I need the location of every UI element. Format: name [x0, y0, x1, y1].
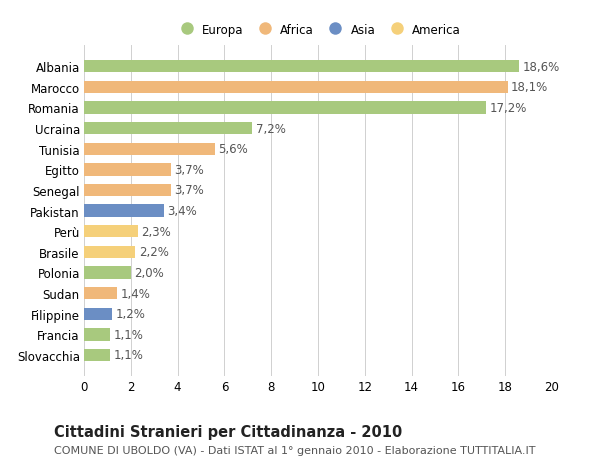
Text: 1,4%: 1,4% — [120, 287, 150, 300]
Text: 2,3%: 2,3% — [142, 225, 171, 238]
Bar — [84, 267, 131, 279]
Text: 2,2%: 2,2% — [139, 246, 169, 259]
Text: 7,2%: 7,2% — [256, 123, 286, 135]
Bar — [84, 246, 136, 258]
Bar — [84, 205, 164, 217]
Bar — [84, 308, 112, 320]
Bar — [84, 225, 138, 238]
Text: Cittadini Stranieri per Cittadinanza - 2010: Cittadini Stranieri per Cittadinanza - 2… — [54, 425, 402, 440]
Bar — [84, 102, 487, 114]
Bar — [84, 329, 110, 341]
Bar — [84, 82, 508, 94]
Text: 3,7%: 3,7% — [174, 184, 204, 197]
Bar — [84, 123, 253, 135]
Text: 18,6%: 18,6% — [523, 61, 560, 73]
Bar — [84, 164, 170, 176]
Text: 1,1%: 1,1% — [113, 328, 143, 341]
Bar — [84, 349, 110, 361]
Text: 3,4%: 3,4% — [167, 205, 197, 218]
Text: 3,7%: 3,7% — [174, 163, 204, 176]
Bar — [84, 143, 215, 156]
Legend: Europa, Africa, Asia, America: Europa, Africa, Asia, America — [170, 19, 466, 41]
Text: 18,1%: 18,1% — [511, 81, 548, 94]
Text: COMUNE DI UBOLDO (VA) - Dati ISTAT al 1° gennaio 2010 - Elaborazione TUTTITALIA.: COMUNE DI UBOLDO (VA) - Dati ISTAT al 1°… — [54, 445, 536, 455]
Bar — [84, 185, 170, 197]
Text: 17,2%: 17,2% — [490, 102, 527, 115]
Text: 2,0%: 2,0% — [134, 266, 164, 280]
Text: 1,1%: 1,1% — [113, 349, 143, 362]
Bar — [84, 287, 117, 300]
Text: 5,6%: 5,6% — [218, 143, 248, 156]
Text: 1,2%: 1,2% — [116, 308, 145, 320]
Bar — [84, 61, 519, 73]
